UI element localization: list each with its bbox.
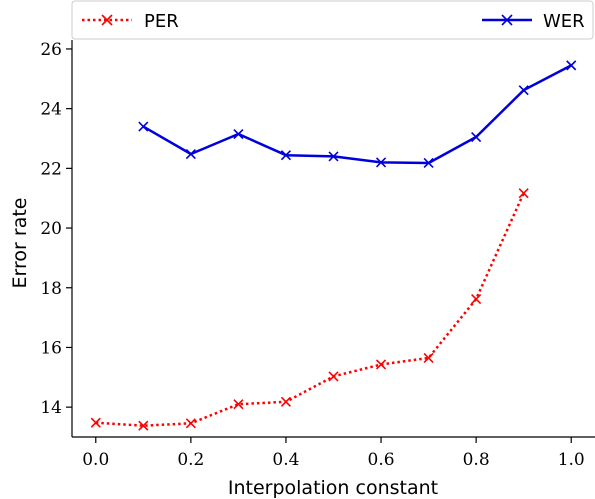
y-axis-label: Error rate <box>9 198 31 289</box>
data-point-per <box>90 417 101 428</box>
series-line-per <box>95 192 525 427</box>
legend: PER WER <box>71 0 594 40</box>
data-point-wer <box>423 157 434 169</box>
data-point-per <box>471 294 482 305</box>
data-point-per <box>233 399 244 410</box>
legend-label-wer: WER <box>543 11 585 32</box>
y-tick-label: 26 <box>40 40 62 60</box>
legend-entry-per: PER <box>82 11 179 32</box>
data-point-wer <box>328 151 339 162</box>
data-point-wer <box>566 60 577 71</box>
x-tick-label: 1.0 <box>558 450 585 470</box>
legend-entry-wer: WER <box>482 11 585 32</box>
y-tick-label: 16 <box>40 338 62 358</box>
data-point-per <box>280 396 292 407</box>
y-tick-label: 24 <box>40 100 62 120</box>
x-tick-label: 0.8 <box>463 450 490 470</box>
x-tick-label: 0.6 <box>368 450 395 470</box>
data-point-per <box>375 359 387 370</box>
data-point-per <box>138 420 149 431</box>
data-point-per <box>185 418 196 429</box>
data-point-per <box>518 188 529 199</box>
x-axis-label: Interpolation constant <box>228 477 438 499</box>
x-tick-label: 0.2 <box>177 450 204 470</box>
data-point-wer <box>471 131 482 143</box>
data-point-wer <box>233 128 244 140</box>
y-tick-label: 18 <box>40 279 62 299</box>
data-point-wer <box>518 85 529 96</box>
series-layer <box>90 60 577 431</box>
legend-marker-per <box>101 14 113 26</box>
data-point-wer <box>280 150 292 161</box>
legend-frame <box>71 0 594 40</box>
x-ticks: 0.0 0.2 0.4 0.6 0.8 1.0 <box>82 437 585 470</box>
legend-marker-wer <box>501 14 513 26</box>
y-ticks: 14 16 18 20 22 24 26 <box>40 40 72 418</box>
data-point-wer <box>375 157 387 168</box>
x-tick-label: 0.0 <box>82 450 109 470</box>
y-tick-label: 14 <box>40 398 62 418</box>
data-point-wer <box>138 121 149 132</box>
legend-label-per: PER <box>144 11 179 32</box>
x-tick-label: 0.4 <box>272 450 299 470</box>
data-point-wer <box>185 148 196 160</box>
series-line-wer <box>142 64 572 165</box>
data-point-per <box>423 352 434 363</box>
data-point-per <box>328 371 339 382</box>
y-tick-label: 20 <box>40 219 62 239</box>
y-tick-label: 22 <box>40 159 62 179</box>
